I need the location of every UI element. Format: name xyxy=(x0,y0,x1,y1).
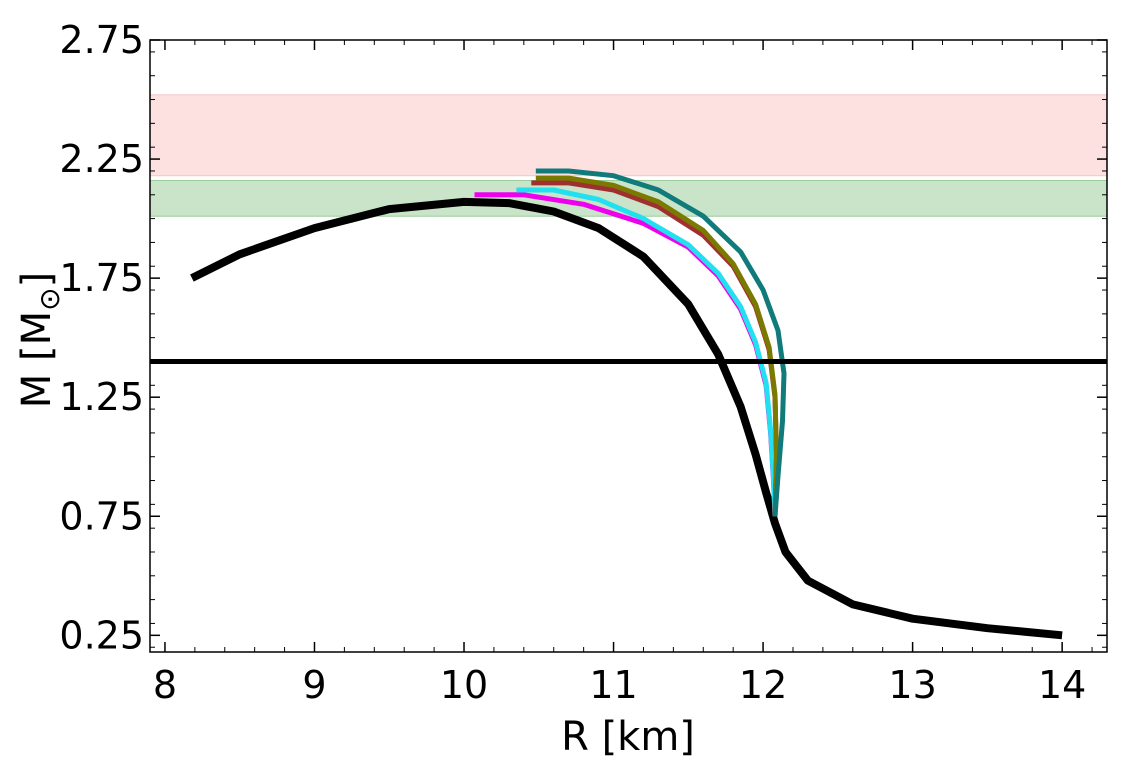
y-tick-label: 2.75 xyxy=(59,18,144,62)
series-black xyxy=(190,197,1063,640)
x-tick-label: 14 xyxy=(1038,663,1086,707)
x-tick-label: 12 xyxy=(739,663,787,707)
x-tick-label: 9 xyxy=(302,663,326,707)
y-axis-label: M [M⊙] xyxy=(14,272,66,408)
series-olive xyxy=(535,175,779,517)
series-layer xyxy=(190,168,1063,640)
y-tick-label: 0.75 xyxy=(59,494,144,538)
plot-frame xyxy=(149,39,1108,653)
x-tick-label: 10 xyxy=(440,663,488,707)
x-tick-label: 13 xyxy=(888,663,936,707)
x-tick-label: 8 xyxy=(153,663,177,707)
y-tick-label: 2.25 xyxy=(59,137,144,181)
y-axis-label-sub: ⊙ xyxy=(33,287,66,310)
y-tick-label: 1.75 xyxy=(59,256,144,300)
y-axis-label-group: M [M⊙] xyxy=(14,272,66,408)
y-tick-label: 1.25 xyxy=(59,375,144,419)
y-axis-label-close: ] xyxy=(14,272,60,288)
series-brown xyxy=(531,180,779,517)
series-teal xyxy=(535,168,787,517)
x-axis-label: R [km] xyxy=(561,714,695,760)
y-tick-label: 0.25 xyxy=(59,613,144,657)
y-axis-label-main: M [M xyxy=(14,311,60,408)
ticks-layer: 8 9 10 11 12 13 14 0.25 0.75 1.25 1.75 2.25 2.75 xyxy=(59,18,1107,707)
x-tick-label: 11 xyxy=(589,663,637,707)
series-cyan xyxy=(516,187,778,517)
red-band xyxy=(149,94,1108,177)
